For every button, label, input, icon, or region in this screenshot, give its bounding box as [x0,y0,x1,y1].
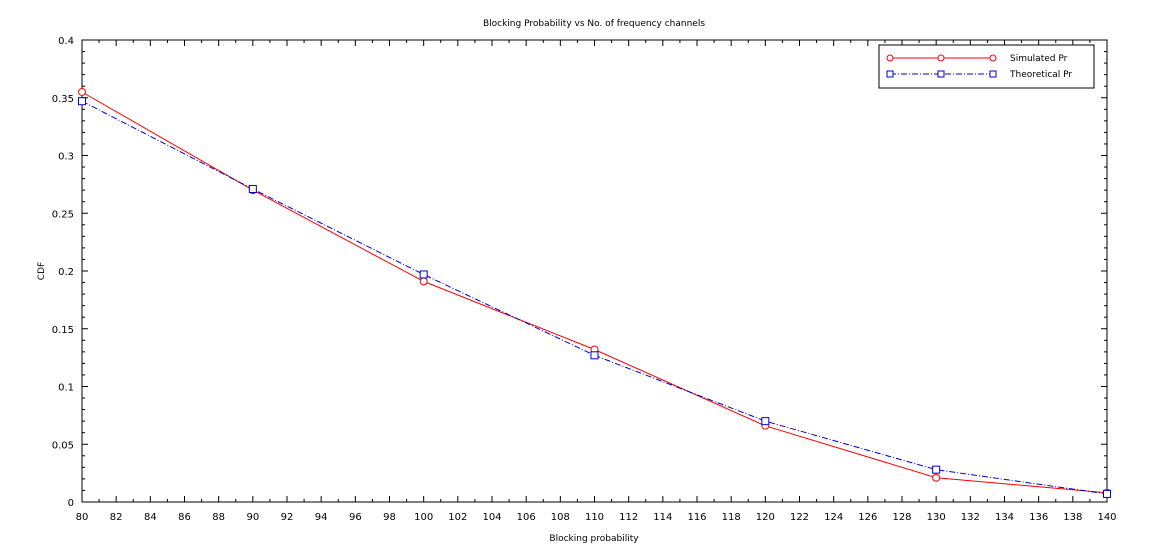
legend-marker-simulated-3 [989,54,997,62]
legend-label-simulated: Simulated Pr [1010,54,1068,64]
x-tick-label: 114 [653,512,672,523]
x-tick-label: 124 [824,512,843,523]
x-tick-label: 100 [414,512,433,523]
x-tick-label: 136 [1029,512,1048,523]
y-tick-label: 0.4 [58,36,74,47]
x-tick-label: 88 [212,512,225,523]
x-tick-label: 80 [76,512,89,523]
data-point-theoretical-pr [248,184,257,193]
x-tick-label: 84 [144,512,157,523]
data-point-theoretical-pr [761,417,770,426]
y-tick-label: 0.05 [52,440,74,451]
x-tick-label: 112 [619,512,638,523]
x-tick-label: 98 [383,512,396,523]
legend-box [878,44,1095,89]
x-tick-label: 104 [482,512,501,523]
y-axis-title: CDF [37,262,47,280]
y-tick-label: 0 [68,498,74,509]
series-layer [78,87,1111,498]
y-tick-label: 0.3 [58,152,74,163]
legend-entry-simulated: Simulated Pr [886,54,1068,64]
x-tick-label: 90 [246,512,259,523]
x-tick-label: 106 [517,512,536,523]
x-tick-label: 126 [858,512,877,523]
chart-title: Blocking Probability vs No. of frequency… [483,19,705,29]
x-tick-label: 120 [756,512,775,523]
x-tick-label: 82 [110,512,123,523]
x-tick-label: 128 [892,512,911,523]
x-tick-label: 138 [1063,512,1082,523]
y-tick-label: 0.15 [52,325,74,336]
x-tick-label: 132 [961,512,980,523]
x-tick-label: 86 [178,512,191,523]
x-tick-label: 134 [995,512,1014,523]
y-tick-label: 0.35 [52,94,74,105]
legend-marker-theoretical-2 [937,70,945,78]
y-tick-label: 0.1 [58,383,74,394]
legend-label-theoretical: Theoretical Pr [1009,70,1072,80]
legend-entry-theoretical: Theoretical Pr [886,70,1072,80]
legend-marker-theoretical-3 [989,70,997,78]
x-tick-label: 102 [448,512,467,523]
x-tick-label: 92 [281,512,294,523]
y-tick-label: 0.2 [58,267,74,278]
data-point-simulated-pr [78,87,86,96]
data-point-theoretical-pr [932,465,941,474]
data-point-simulated-pr [932,473,941,482]
x-tick-label: 110 [585,512,604,523]
data-point-theoretical-pr [590,351,599,360]
legend: Simulated Pr Theoretical Pr [878,44,1095,89]
x-tick-label: 130 [927,512,946,523]
series-line-simulated-pr [81,91,1108,494]
data-point-theoretical-pr [1103,489,1111,498]
plot-frame [81,39,1108,503]
x-tick-label: 108 [551,512,570,523]
series-line-theoretical-pr [81,100,1108,495]
y-tick-label: 0.25 [52,209,74,220]
x-tick-label: 96 [349,512,362,523]
legend-marker-theoretical-1 [886,70,894,78]
x-tick-label: 122 [790,512,809,523]
data-point-theoretical-pr [419,270,428,279]
x-tick-label: 118 [722,512,741,523]
x-axis-title: Blocking probability [549,534,639,544]
axes-layer: 80 82 84 86 88 90 92 94 96 98 100 102 104 106 108 110 11… [52,36,1117,523]
x-tick-label: 140 [1097,512,1116,523]
x-tick-label: 116 [687,512,706,523]
data-point-theoretical-pr [78,97,86,106]
x-tick-label: 94 [315,512,328,523]
legend-marker-simulated-2 [937,54,945,62]
legend-marker-simulated-1 [886,54,894,62]
data-point-simulated-pr [419,277,428,286]
